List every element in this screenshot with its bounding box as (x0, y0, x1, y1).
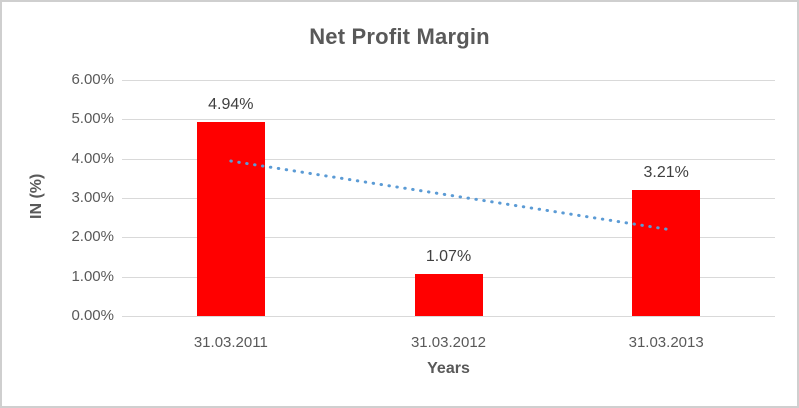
y-tick-label-3.00%: 3.00% (71, 189, 114, 206)
x-category-label-31.03.2011: 31.03.2011 (193, 334, 268, 351)
bar-31.03.2013 (632, 189, 701, 316)
bar-data-label-31.03.2011: 4.94% (208, 95, 254, 113)
x-axis-title: Years (427, 360, 470, 377)
y-tick-label-0.00%: 0.00% (71, 307, 114, 324)
bar-data-label-31.03.2012: 1.07% (425, 247, 472, 265)
gridline-6.00% (122, 80, 775, 81)
bar-data-label-31.03.2013: 3.21% (643, 163, 689, 181)
bar-31.03.2011 (196, 121, 265, 316)
y-tick-label-2.00%: 2.00% (71, 228, 114, 246)
x-category-label-31.03.2012: 31.03.2012 (410, 334, 487, 351)
gridline-5.00% (122, 119, 775, 121)
trendline-segment (229, 159, 668, 231)
gridline-2.00% (122, 237, 775, 239)
plot-area: 4.94% 1.07% 3.21% (122, 80, 775, 317)
gridline-0.00% (122, 316, 775, 317)
y-tick-label-6.00%: 6.00% (71, 71, 114, 88)
y-tick-label-4.00%: 4.00% (71, 149, 114, 167)
x-category-label-31.03.2013: 31.03.2013 (628, 334, 704, 351)
y-tick-label-1.00%: 1.00% (71, 267, 114, 285)
y-tick-label-5.00%: 5.00% (71, 110, 114, 128)
bar-31.03.2012 (414, 273, 483, 316)
chart-title: Net Profit Margin (309, 24, 490, 49)
gridline-4.00% (122, 158, 775, 160)
